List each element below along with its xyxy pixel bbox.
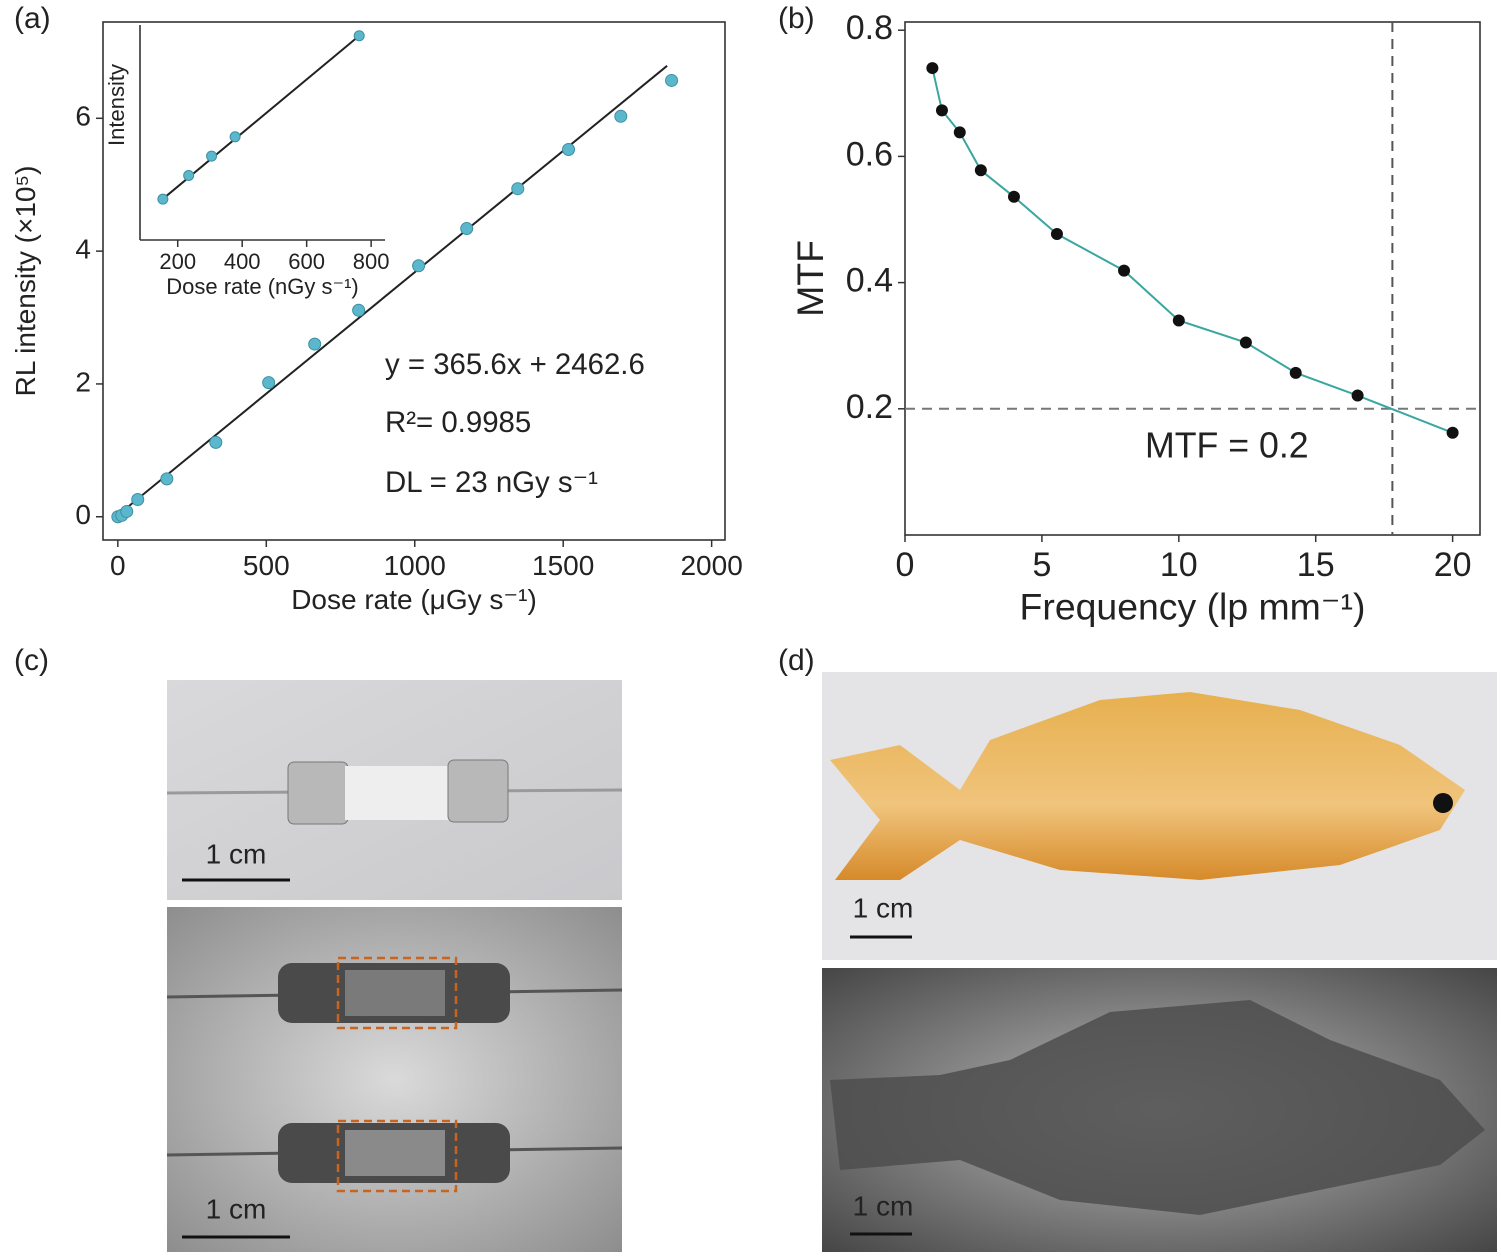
- y-tick-label: 0.4: [846, 262, 893, 300]
- x-tick-label: 15: [1297, 546, 1335, 584]
- panel-label: (c): [14, 644, 49, 677]
- annotation: R²= 0.9985: [385, 406, 531, 439]
- cap: [287, 761, 349, 825]
- point: [262, 376, 276, 390]
- fish-xray: [830, 1000, 1485, 1215]
- y-tick-label: 0.6: [846, 135, 893, 173]
- annotation: DL = 23 nGy s⁻¹: [385, 466, 598, 499]
- point: [614, 109, 628, 123]
- axes-frame: [904, 21, 1481, 536]
- point: [935, 104, 948, 117]
- y-tick-label: 0: [75, 499, 91, 530]
- point: [1239, 336, 1252, 349]
- point: [1289, 366, 1302, 379]
- point: [308, 337, 322, 351]
- x-tick-label: 1000: [384, 550, 446, 581]
- x-axis-label: Dose rate (μGy s⁻¹): [291, 584, 537, 615]
- roi-box: [336, 1119, 458, 1193]
- mtf-line: [931, 67, 1453, 434]
- point: [157, 193, 169, 205]
- point: [1446, 426, 1459, 439]
- x-tick-label: 400: [224, 249, 261, 274]
- x-tick-label: 0: [110, 550, 126, 581]
- panel-label: (b): [778, 2, 815, 35]
- scale-label: 1 cm: [853, 1190, 914, 1221]
- y-tick-label: 0.2: [846, 388, 893, 426]
- glass: [345, 766, 451, 820]
- point: [562, 143, 576, 157]
- point: [1050, 228, 1063, 241]
- x-tick-label: 0: [896, 546, 915, 584]
- y-axis-label: MTF: [789, 240, 831, 317]
- scale-label: 1 cm: [206, 1193, 267, 1224]
- point: [160, 472, 174, 486]
- fuse-core: [345, 1130, 445, 1176]
- scale-label: 1 cm: [853, 892, 914, 923]
- y-tick-label: 2: [75, 366, 91, 397]
- x-tick-label: 5: [1032, 546, 1051, 584]
- y-tick-label: 6: [75, 101, 91, 132]
- point: [511, 182, 525, 196]
- x-axis-label: Frequency (lp mm⁻¹): [1020, 586, 1366, 628]
- annotation: y = 365.6x + 2462.6: [385, 348, 645, 381]
- point: [206, 150, 218, 162]
- point: [1007, 190, 1020, 203]
- point: [1118, 264, 1131, 277]
- x-tick-label: 10: [1160, 546, 1198, 584]
- point: [1172, 314, 1185, 327]
- y-axis-label: RL intensity (×10⁵): [10, 166, 41, 397]
- y-tick-label: 0.8: [846, 9, 893, 47]
- point: [209, 435, 223, 449]
- scale-label: 1 cm: [206, 838, 267, 869]
- point: [926, 62, 939, 75]
- x-tick-label: 20: [1434, 546, 1472, 584]
- point: [1351, 389, 1364, 402]
- point: [974, 164, 987, 177]
- x-tick-label: 200: [159, 249, 196, 274]
- cap: [447, 759, 509, 823]
- panel-label: (a): [14, 2, 51, 35]
- x-tick-label: 2000: [680, 550, 742, 581]
- panel-label: (d): [778, 644, 815, 677]
- fuse-core: [345, 970, 445, 1016]
- photo-c: (c) 1 cm 1 cm: [14, 644, 623, 1252]
- x-tick-label: 800: [353, 249, 390, 274]
- point: [120, 504, 134, 518]
- fish-eye: [1433, 793, 1453, 813]
- y-axis-label: Intensity: [104, 64, 129, 146]
- point: [953, 126, 966, 139]
- point: [183, 170, 195, 181]
- roi-box: [336, 956, 458, 1030]
- fish: [830, 692, 1465, 880]
- x-tick-label: 500: [243, 550, 290, 581]
- photo-d: (d) 1 cm 1 cm: [778, 644, 1497, 1252]
- annotation: MTF = 0.2: [1145, 425, 1309, 465]
- point: [665, 73, 679, 87]
- point: [460, 222, 474, 236]
- point: [352, 303, 366, 317]
- x-tick-label: 1500: [532, 550, 594, 581]
- point: [412, 259, 426, 273]
- point: [229, 131, 241, 143]
- fit-line: [117, 65, 668, 516]
- y-tick-label: 4: [75, 234, 91, 265]
- x-axis-label: Dose rate (nGy s⁻¹): [166, 274, 359, 299]
- point: [353, 30, 365, 42]
- point: [131, 492, 145, 506]
- x-tick-label: 600: [288, 249, 325, 274]
